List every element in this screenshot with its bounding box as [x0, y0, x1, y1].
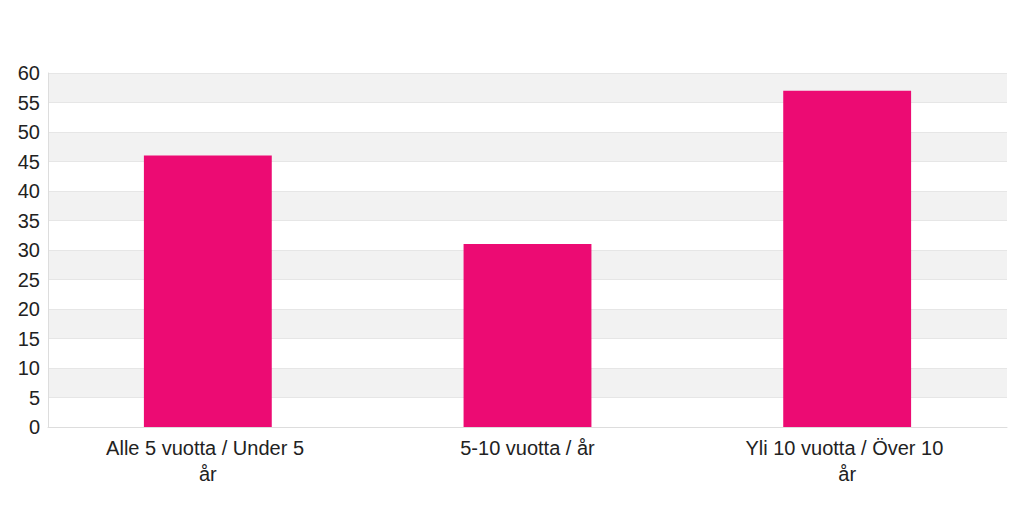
- svg-text:år: år: [838, 463, 856, 485]
- svg-text:5: 5: [29, 387, 40, 409]
- svg-text:30: 30: [18, 239, 40, 261]
- svg-text:55: 55: [18, 92, 40, 114]
- svg-text:20: 20: [18, 298, 40, 320]
- svg-text:0: 0: [29, 416, 40, 438]
- svg-text:25: 25: [18, 269, 40, 291]
- svg-text:40: 40: [18, 180, 40, 202]
- svg-text:15: 15: [18, 328, 40, 350]
- svg-text:60: 60: [18, 62, 40, 84]
- svg-text:50: 50: [18, 121, 40, 143]
- svg-text:5-10 vuotta / år: 5-10 vuotta / år: [460, 437, 595, 459]
- svg-text:10: 10: [18, 357, 40, 379]
- svg-text:35: 35: [18, 210, 40, 232]
- svg-text:Yli 10 vuotta / Över 10: Yli 10 vuotta / Över 10: [745, 437, 948, 459]
- svg-text:Alle 5 vuotta / Under 5: Alle 5 vuotta / Under 5: [106, 437, 309, 459]
- svg-text:45: 45: [18, 151, 40, 173]
- svg-text:år: år: [199, 463, 217, 485]
